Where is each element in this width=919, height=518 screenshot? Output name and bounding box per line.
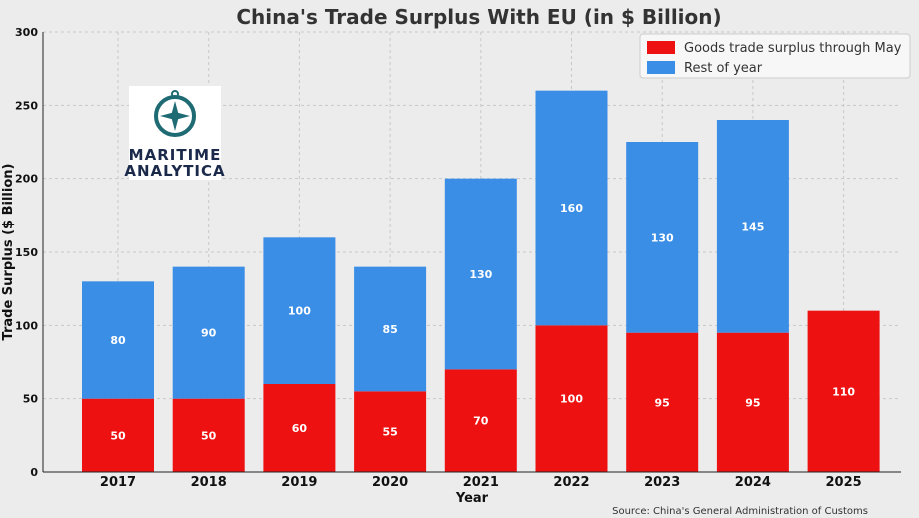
bar-value-label-goods-2018: 50 — [201, 429, 217, 442]
x-tick-label-2017: 2017 — [100, 475, 136, 490]
bar-goods-2025 — [807, 310, 880, 472]
bar-value-label-rest-2023: 130 — [651, 231, 674, 244]
bar-goods-2021 — [444, 369, 517, 472]
bar-value-label-rest-2022: 160 — [560, 202, 583, 215]
legend-box — [639, 33, 911, 79]
y-tick-label: 250 — [15, 99, 38, 112]
bar-rest-2021 — [444, 178, 517, 370]
bar-value-label-goods-2017: 50 — [110, 429, 126, 442]
bar-value-label-rest-2021: 130 — [469, 268, 492, 281]
source-note: Source: China's General Administration o… — [612, 506, 868, 517]
logo-line1: MARITIME — [129, 146, 222, 164]
bar-value-label-goods-2025: 110 — [832, 385, 855, 398]
bar-goods-2024 — [716, 332, 789, 472]
bar-value-label-rest-2019: 100 — [288, 305, 311, 318]
bar-value-label-goods-2021: 70 — [473, 415, 489, 428]
bar-goods-2020 — [354, 391, 427, 472]
bar-rest-2018 — [172, 266, 245, 399]
x-tick-label-2018: 2018 — [191, 475, 227, 490]
maritime-analytica-logo: MARITIME ANALYTICA — [124, 86, 225, 180]
legend-swatch-rest — [647, 61, 675, 74]
legend-swatch-goods — [647, 41, 675, 54]
bar-value-label-rest-2020: 85 — [382, 323, 397, 336]
x-tick-label-2023: 2023 — [644, 475, 680, 490]
y-tick-label: 0 — [30, 466, 38, 479]
bar-value-label-goods-2020: 55 — [382, 426, 397, 439]
bar-rest-2023 — [626, 142, 699, 333]
bar-rest-2019 — [263, 237, 336, 384]
bar-rest-2022 — [535, 90, 608, 326]
x-axis-label: Year — [455, 491, 489, 506]
bar-value-label-rest-2017: 80 — [110, 334, 126, 347]
legend: Goods trade surplus through May Rest of … — [639, 33, 911, 79]
chart-title: China's Trade Surplus With EU (in $ Bill… — [236, 5, 721, 29]
bar-rest-2017 — [82, 281, 154, 399]
y-tick-label: 100 — [15, 319, 38, 332]
y-tick-label: 200 — [15, 173, 38, 186]
bar-goods-2022 — [535, 325, 608, 472]
bar-goods-2018 — [172, 398, 245, 472]
y-tick-label: 150 — [15, 246, 38, 259]
x-tick-label-2020: 2020 — [372, 475, 408, 490]
y-axis-label: Trade Surplus ($ Billion) — [1, 164, 16, 341]
x-tick-label-2021: 2021 — [463, 475, 499, 490]
compass-icon — [154, 90, 196, 137]
bar-value-label-goods-2024: 95 — [745, 396, 760, 409]
bar-value-label-goods-2022: 100 — [560, 393, 583, 406]
bar-rest-2024 — [716, 120, 789, 333]
bar-value-label-goods-2019: 60 — [292, 422, 308, 435]
x-tick-label-2025: 2025 — [826, 475, 862, 490]
bar-value-label-rest-2018: 90 — [201, 327, 217, 340]
bar-value-label-goods-2023: 95 — [655, 396, 670, 409]
y-tick-label: 300 — [15, 26, 38, 39]
bar-goods-2019 — [263, 384, 336, 472]
legend-label-rest: Rest of year — [684, 61, 763, 76]
x-tick-label-2022: 2022 — [553, 475, 589, 490]
logo-line2: ANALYTICA — [124, 162, 225, 180]
x-tick-label-2024: 2024 — [735, 475, 771, 490]
legend-label-goods: Goods trade surplus through May — [684, 41, 902, 56]
bar-value-label-rest-2024: 145 — [741, 220, 764, 233]
y-tick-label: 50 — [23, 393, 39, 406]
bar-goods-2017 — [82, 398, 154, 472]
bar-rest-2020 — [354, 266, 427, 392]
x-tick-label-2019: 2019 — [281, 475, 317, 490]
bar-goods-2023 — [626, 332, 699, 472]
